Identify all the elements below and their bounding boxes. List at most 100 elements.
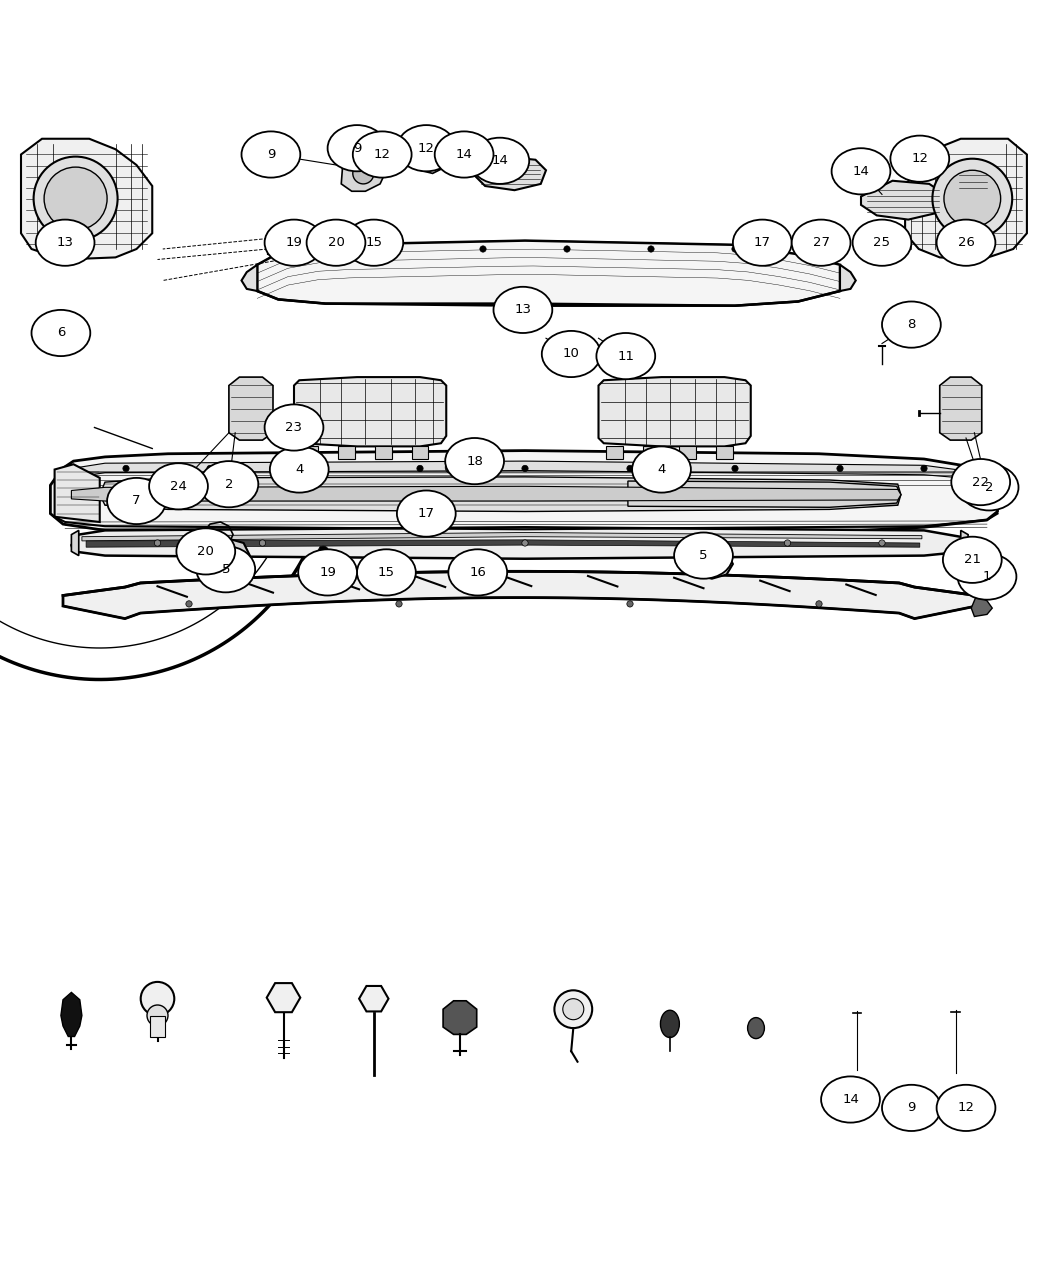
Polygon shape <box>418 149 445 173</box>
Circle shape <box>695 552 716 574</box>
Text: 5: 5 <box>222 562 230 576</box>
Polygon shape <box>82 533 922 541</box>
Ellipse shape <box>397 125 456 171</box>
Polygon shape <box>50 450 997 536</box>
Ellipse shape <box>448 550 507 595</box>
Polygon shape <box>55 464 100 521</box>
Polygon shape <box>86 539 920 547</box>
Text: 26: 26 <box>958 236 974 249</box>
Polygon shape <box>100 477 901 511</box>
Ellipse shape <box>821 1076 880 1122</box>
Text: 1: 1 <box>983 570 991 583</box>
Ellipse shape <box>357 550 416 595</box>
Text: 6: 6 <box>57 326 65 339</box>
Polygon shape <box>961 530 968 556</box>
Text: 4: 4 <box>657 463 666 476</box>
Text: 7: 7 <box>132 495 141 507</box>
Text: 25: 25 <box>874 236 890 249</box>
Circle shape <box>921 465 927 472</box>
Polygon shape <box>680 547 733 579</box>
Circle shape <box>732 465 738 472</box>
Text: 12: 12 <box>911 152 928 166</box>
Polygon shape <box>475 157 546 190</box>
Circle shape <box>564 246 570 252</box>
Text: 20: 20 <box>328 236 344 249</box>
Ellipse shape <box>307 219 365 265</box>
Polygon shape <box>229 377 273 440</box>
Text: 19: 19 <box>286 236 302 249</box>
Ellipse shape <box>748 1017 764 1039</box>
Circle shape <box>522 539 528 546</box>
Polygon shape <box>606 446 623 459</box>
Text: 13: 13 <box>514 303 531 316</box>
Text: 2: 2 <box>985 481 993 493</box>
Circle shape <box>795 246 801 252</box>
Ellipse shape <box>176 528 235 575</box>
Circle shape <box>554 991 592 1028</box>
Ellipse shape <box>494 287 552 333</box>
Circle shape <box>837 465 843 472</box>
Ellipse shape <box>36 219 94 265</box>
Ellipse shape <box>470 138 529 184</box>
Polygon shape <box>679 446 696 459</box>
Text: 13: 13 <box>57 236 74 249</box>
Polygon shape <box>257 241 840 306</box>
Polygon shape <box>63 571 977 618</box>
Text: 9: 9 <box>353 142 361 154</box>
Circle shape <box>312 465 318 472</box>
Ellipse shape <box>397 491 456 537</box>
Text: 8: 8 <box>907 317 916 332</box>
Text: 9: 9 <box>907 1102 916 1114</box>
Text: 15: 15 <box>365 236 382 249</box>
Circle shape <box>123 465 129 472</box>
Ellipse shape <box>196 546 255 593</box>
Polygon shape <box>716 446 733 459</box>
Ellipse shape <box>265 404 323 450</box>
Text: 23: 23 <box>286 421 302 434</box>
Text: 21: 21 <box>964 553 981 566</box>
Ellipse shape <box>943 537 1002 583</box>
Circle shape <box>480 246 486 252</box>
Polygon shape <box>940 377 982 440</box>
Polygon shape <box>840 265 856 291</box>
Text: 5: 5 <box>699 550 708 562</box>
Ellipse shape <box>882 1085 941 1131</box>
Circle shape <box>563 998 584 1020</box>
Ellipse shape <box>542 332 601 377</box>
Ellipse shape <box>328 125 386 171</box>
Text: 16: 16 <box>469 566 486 579</box>
Polygon shape <box>71 486 901 501</box>
Ellipse shape <box>660 1010 679 1038</box>
Ellipse shape <box>853 219 911 265</box>
Ellipse shape <box>107 478 166 524</box>
Circle shape <box>715 551 730 566</box>
Polygon shape <box>341 154 386 191</box>
Polygon shape <box>268 230 326 258</box>
Ellipse shape <box>353 131 412 177</box>
Text: 19: 19 <box>319 566 336 579</box>
Text: 10: 10 <box>563 348 580 361</box>
Circle shape <box>141 982 174 1015</box>
Polygon shape <box>71 528 968 558</box>
Circle shape <box>816 601 822 607</box>
Circle shape <box>312 246 318 252</box>
Polygon shape <box>905 139 1027 260</box>
Polygon shape <box>971 595 992 617</box>
Polygon shape <box>359 986 388 1011</box>
Text: 15: 15 <box>378 566 395 579</box>
Ellipse shape <box>298 550 357 595</box>
Circle shape <box>445 462 458 474</box>
Ellipse shape <box>792 219 851 265</box>
Circle shape <box>353 163 374 184</box>
Ellipse shape <box>200 462 258 507</box>
Polygon shape <box>412 446 428 459</box>
Polygon shape <box>257 241 840 272</box>
Ellipse shape <box>596 333 655 379</box>
Ellipse shape <box>733 219 792 265</box>
Text: 9: 9 <box>267 148 275 161</box>
Circle shape <box>396 246 402 252</box>
Text: 12: 12 <box>374 148 391 161</box>
Text: 12: 12 <box>958 1102 974 1114</box>
Circle shape <box>44 167 107 230</box>
Circle shape <box>627 465 633 472</box>
